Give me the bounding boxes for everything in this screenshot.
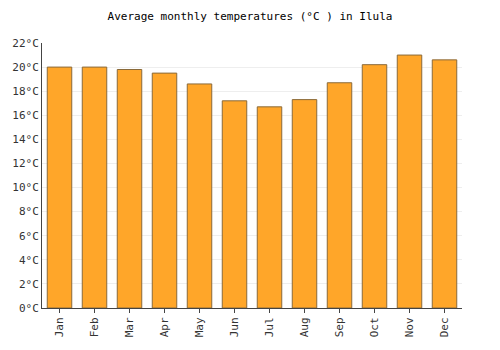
svg-text:Mar: Mar: [123, 317, 136, 337]
svg-text:Dec: Dec: [438, 317, 451, 337]
svg-text:Oct: Oct: [368, 317, 381, 337]
svg-text:Nov: Nov: [403, 317, 416, 337]
svg-text:14°C: 14°C: [12, 133, 39, 146]
svg-text:May: May: [193, 317, 206, 337]
svg-text:Apr: Apr: [158, 317, 171, 337]
svg-text:18°C: 18°C: [12, 85, 39, 98]
svg-text:6°C: 6°C: [19, 230, 39, 243]
svg-text:Aug: Aug: [298, 317, 311, 337]
svg-text:4°C: 4°C: [19, 254, 39, 267]
svg-text:12°C: 12°C: [12, 157, 39, 170]
svg-text:20°C: 20°C: [12, 61, 39, 74]
svg-text:22°C: 22°C: [12, 37, 39, 50]
svg-text:Sep: Sep: [333, 317, 346, 337]
svg-text:Jan: Jan: [53, 317, 66, 337]
svg-text:Jun: Jun: [228, 317, 241, 337]
svg-text:16°C: 16°C: [12, 109, 39, 122]
svg-text:Jul: Jul: [263, 317, 276, 337]
svg-text:0°C: 0°C: [19, 302, 39, 315]
svg-text:2°C: 2°C: [19, 278, 39, 291]
svg-text:Feb: Feb: [88, 317, 101, 337]
svg-text:8°C: 8°C: [19, 205, 39, 218]
svg-text:10°C: 10°C: [12, 181, 39, 194]
svg-text:Average monthly temperatures (: Average monthly temperatures (°C ) in Il…: [108, 10, 393, 23]
